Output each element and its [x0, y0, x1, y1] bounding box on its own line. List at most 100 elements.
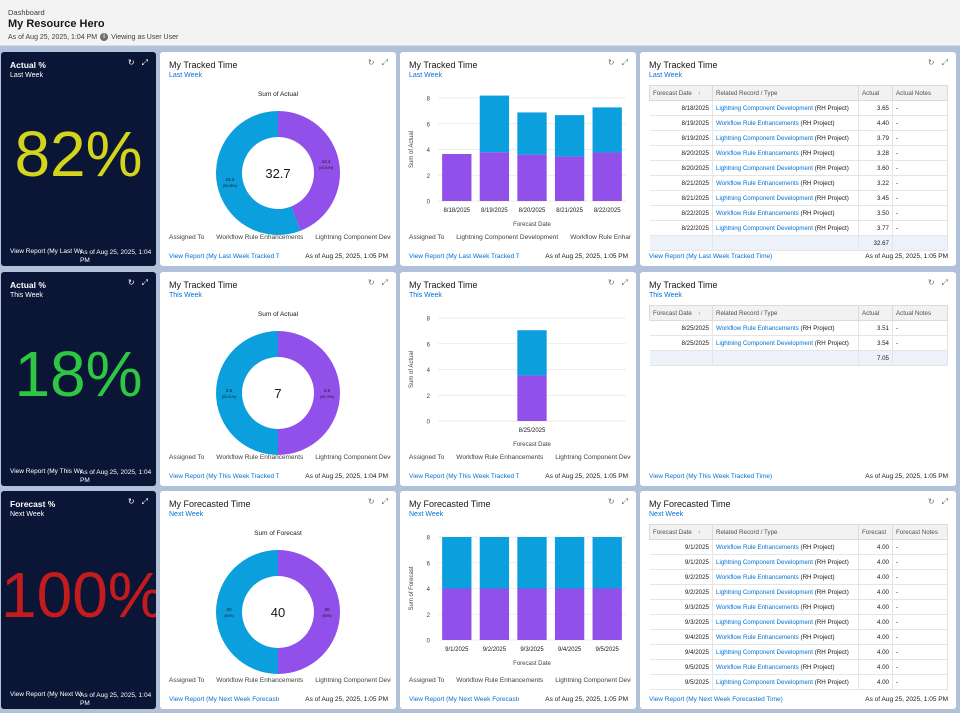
- refresh-icon[interactable]: ↻: [927, 58, 935, 67]
- record-type: (RH Project): [814, 588, 849, 596]
- related-record-link[interactable]: Workflow Rule Enhancements: [716, 179, 799, 187]
- related-record-link[interactable]: Lightning Component Development: [716, 678, 813, 686]
- legend-entry[interactable]: Workflow Rule Enhancements: [456, 677, 544, 684]
- related-record-link[interactable]: Lightning Component Development: [716, 194, 813, 202]
- refresh-icon[interactable]: ↻: [367, 497, 375, 506]
- column-header[interactable]: Actual: [858, 305, 893, 321]
- view-report-link[interactable]: View Report (My Next We: [10, 691, 82, 698]
- legend-entry[interactable]: Lightning Component Development: [315, 677, 391, 684]
- legend-entry[interactable]: Workflow Rule Enhancements: [456, 454, 544, 461]
- refresh-icon[interactable]: ↻: [607, 278, 615, 287]
- view-report-link[interactable]: View Report (My This Week Tracked Time: [169, 473, 279, 480]
- related-record-link[interactable]: Workflow Rule Enhancements: [716, 633, 799, 641]
- related-record-link[interactable]: Workflow Rule Enhancements: [716, 543, 799, 551]
- related-record-link[interactable]: Workflow Rule Enhancements: [716, 324, 799, 332]
- column-header[interactable]: Actual Notes: [892, 85, 948, 101]
- refresh-icon[interactable]: ↻: [127, 58, 135, 67]
- related-record-link[interactable]: Workflow Rule Enhancements: [716, 119, 799, 127]
- column-header[interactable]: Related Record / Type: [712, 85, 859, 101]
- related-record-link[interactable]: Lightning Component Development: [716, 558, 813, 566]
- related-record-link[interactable]: Workflow Rule Enhancements: [716, 663, 799, 671]
- cell-notes: -: [892, 614, 948, 630]
- expand-icon[interactable]: ⤢: [141, 58, 148, 67]
- related-record-link[interactable]: Lightning Component Development: [716, 588, 813, 596]
- table-row: 9/2/2025 Lightning Component Development …: [649, 584, 948, 600]
- page-title: My Resource Hero: [8, 18, 105, 30]
- expand-icon[interactable]: ⤢: [621, 278, 628, 287]
- view-report-link[interactable]: View Report (My This Week Tracked Time: [409, 473, 519, 480]
- legend-entry[interactable]: Workflow Rule Enhancements: [216, 677, 304, 684]
- related-record-link[interactable]: Lightning Component Development: [716, 648, 813, 656]
- view-report-link[interactable]: View Report (My Next Week Forecasted: [409, 696, 519, 703]
- bar-chart-panel: My Tracked Time This Week ↻ ⤢ 0 2 4 6 8 Sum of Ac…: [400, 272, 636, 486]
- expand-icon[interactable]: ⤢: [381, 278, 388, 287]
- column-header[interactable]: Forecast Date ↑: [649, 85, 713, 101]
- legend-entry[interactable]: Workflow Rule Enhancements: [216, 234, 304, 241]
- related-record-link[interactable]: Lightning Component Development: [716, 164, 813, 172]
- related-record-link[interactable]: Lightning Component Development: [716, 104, 813, 112]
- cell-value: 4.00: [858, 554, 893, 570]
- metric-panel: Actual % Last Week ↻ ⤢ 82% View Report (My La…: [1, 52, 156, 266]
- legend-entry[interactable]: Lightning Component Development: [315, 234, 391, 241]
- column-header[interactable]: Forecast Date ↑: [649, 524, 713, 540]
- table-row: 9/4/2025 Workflow Rule Enhancements (RH P…: [649, 629, 948, 645]
- related-record-link[interactable]: Workflow Rule Enhancements: [716, 603, 799, 611]
- related-record-link[interactable]: Lightning Component Development: [716, 224, 813, 232]
- related-record-link[interactable]: Lightning Component Development: [716, 618, 813, 626]
- view-report-link[interactable]: View Report (My Last Week Tracked Time: [169, 253, 279, 260]
- related-record-link[interactable]: Lightning Component Development: [716, 134, 813, 142]
- refresh-icon[interactable]: ↻: [127, 278, 135, 287]
- legend-entry[interactable]: Lightning Component Development: [555, 677, 631, 684]
- refresh-icon[interactable]: ↻: [607, 58, 615, 67]
- legend-entry[interactable]: Workflow Rule Enhancements: [570, 234, 631, 241]
- refresh-icon[interactable]: ↻: [927, 497, 935, 506]
- legend-entry[interactable]: Workflow Rule Enhancements: [216, 454, 304, 461]
- column-header[interactable]: Forecast: [858, 524, 893, 540]
- table-total-row: 32.67: [649, 235, 948, 251]
- expand-icon[interactable]: ⤢: [621, 497, 628, 506]
- expand-icon[interactable]: ⤢: [141, 278, 148, 287]
- as-of-timestamp: As of Aug 25, 2025, 1:05 PM: [545, 473, 628, 480]
- column-header[interactable]: Related Record / Type: [712, 305, 859, 321]
- legend-entry[interactable]: Lightning Component Development: [456, 234, 559, 241]
- chart-legend: Assigned To Workflow Rule Enhancements Lig…: [169, 454, 391, 461]
- view-report-link[interactable]: View Report (My Next Week Forecasted Tim…: [649, 696, 783, 703]
- view-report-link[interactable]: View Report (My Last Week Tracked Time): [649, 253, 773, 260]
- legend-entry[interactable]: Lightning Component Development: [555, 454, 631, 461]
- view-report-link[interactable]: View Report (My Last Week Tracked Time: [409, 253, 519, 260]
- refresh-icon[interactable]: ↻: [927, 278, 935, 287]
- table-panel: My Tracked Time This Week ↻ ⤢ Forecast Date ↑…: [640, 272, 956, 486]
- panel-title: My Tracked Time: [409, 60, 478, 70]
- column-header[interactable]: Related Record / Type: [712, 524, 859, 540]
- view-report-link[interactable]: View Report (My Last Week: [10, 248, 82, 255]
- column-header[interactable]: Actual: [858, 85, 893, 101]
- info-icon[interactable]: i: [100, 33, 109, 41]
- view-report-link[interactable]: View Report (My This Week Tracked Time): [649, 473, 773, 480]
- related-record-link[interactable]: Workflow Rule Enhancements: [716, 209, 799, 217]
- table-row: 8/21/2025 Workflow Rule Enhancements (RH …: [649, 175, 948, 191]
- view-report-link[interactable]: View Report (My This We: [10, 468, 82, 475]
- chart-title: Sum of Actual: [258, 311, 299, 318]
- sort-arrow-icon: ↑: [697, 529, 701, 536]
- related-record-link[interactable]: Workflow Rule Enhancements: [716, 573, 799, 581]
- refresh-icon[interactable]: ↻: [607, 497, 615, 506]
- related-record-link[interactable]: Workflow Rule Enhancements: [716, 149, 799, 157]
- column-header[interactable]: Actual Notes: [892, 305, 948, 321]
- expand-icon[interactable]: ⤢: [621, 58, 628, 67]
- expand-icon[interactable]: ⤢: [941, 278, 948, 287]
- expand-icon[interactable]: ⤢: [941, 58, 948, 67]
- refresh-icon[interactable]: ↻: [127, 497, 135, 506]
- expand-icon[interactable]: ⤢: [381, 58, 388, 67]
- column-header[interactable]: Forecast Notes: [892, 524, 948, 540]
- column-header[interactable]: Forecast Date ↑: [649, 305, 713, 321]
- refresh-icon[interactable]: ↻: [367, 278, 375, 287]
- legend-entry[interactable]: Lightning Component Development: [315, 454, 391, 461]
- refresh-icon[interactable]: ↻: [367, 58, 375, 67]
- bar-segment: [517, 375, 547, 421]
- expand-icon[interactable]: ⤢: [141, 497, 148, 506]
- x-tick-label: 8/19/2025: [481, 208, 508, 214]
- related-record-link[interactable]: Lightning Component Development: [716, 339, 813, 347]
- expand-icon[interactable]: ⤢: [381, 497, 388, 506]
- expand-icon[interactable]: ⤢: [941, 497, 948, 506]
- view-report-link[interactable]: View Report (My Next Week Forecasted: [169, 696, 279, 703]
